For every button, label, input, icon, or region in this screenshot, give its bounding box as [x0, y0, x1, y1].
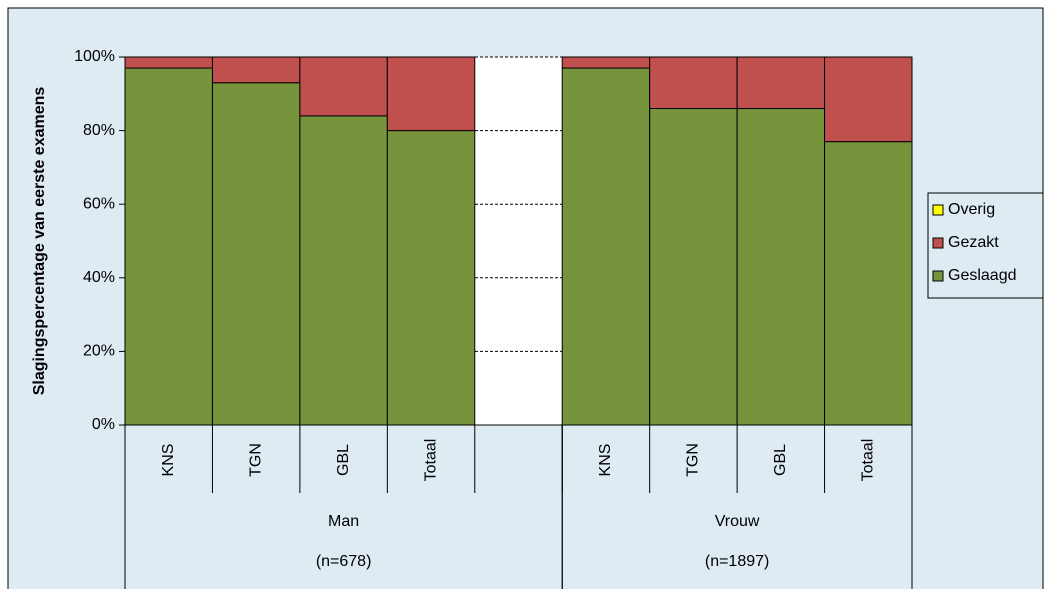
bar-segment	[211, 82, 301, 426]
y-tick-label: 80%	[83, 122, 115, 139]
legend-label: Geslaagd	[948, 267, 1017, 284]
y-tick-label: 20%	[83, 343, 115, 360]
bar-segment	[124, 67, 213, 426]
bar-segment	[386, 130, 476, 426]
bar-segment	[824, 141, 913, 426]
y-tick-label: 60%	[83, 195, 115, 212]
bar-segment	[561, 56, 651, 69]
bar-segment	[824, 56, 913, 143]
legend-label: Gezakt	[948, 234, 999, 251]
legend-box	[927, 192, 1044, 299]
x-tick-label: GBL	[335, 444, 352, 476]
y-axis-label: Slagingspercentage van eerste examens	[31, 87, 48, 396]
y-tick-label: 40%	[83, 269, 115, 286]
y-tick-label: 0%	[92, 416, 115, 433]
x-tick-label: TGN	[685, 443, 702, 477]
legend-swatch	[932, 204, 944, 216]
group-label: Man	[328, 513, 359, 530]
legend-swatch	[932, 270, 944, 282]
bar-segment	[736, 108, 826, 426]
x-tick-label: Totaal	[859, 439, 876, 482]
bar-segment	[561, 67, 651, 426]
bar-segment	[649, 108, 738, 426]
bar-segment	[736, 56, 826, 110]
x-tick-label: GBL	[772, 444, 789, 476]
x-tick-label: TGN	[247, 443, 264, 477]
x-tick-label: KNS	[597, 444, 614, 477]
group-sublabel: (n=1897)	[705, 553, 770, 570]
group-sublabel: (n=678)	[316, 553, 372, 570]
bar-segment	[124, 56, 213, 69]
bar-segment	[649, 56, 738, 110]
bar-segment	[386, 56, 476, 132]
x-tick-label: KNS	[160, 444, 177, 477]
x-tick-label: Totaal	[422, 439, 439, 482]
bar-segment	[211, 56, 301, 84]
group-label: Vrouw	[715, 513, 760, 530]
legend-swatch	[932, 237, 944, 249]
y-tick-label: 100%	[74, 48, 115, 65]
bar-segment	[299, 56, 388, 117]
bar-segment	[299, 115, 388, 426]
legend-label: Overig	[948, 201, 995, 218]
